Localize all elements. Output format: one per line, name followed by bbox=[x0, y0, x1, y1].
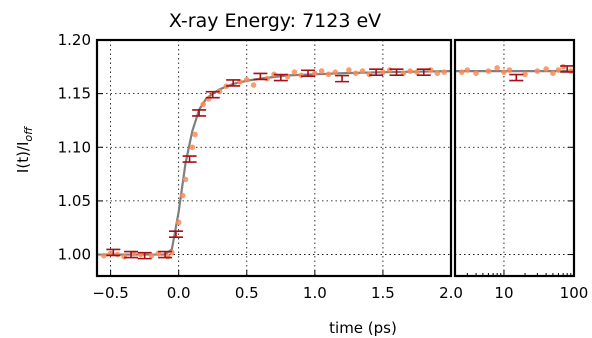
error-bar bbox=[335, 74, 350, 83]
x-tick-label: 1.5 bbox=[371, 284, 395, 302]
data-point-log bbox=[473, 70, 479, 77]
x-tick-label-log: 10 bbox=[494, 284, 513, 302]
x-tick-label: −0.5 bbox=[92, 284, 128, 302]
data-point bbox=[352, 70, 359, 77]
error-bar-log bbox=[509, 73, 524, 82]
data-point bbox=[346, 67, 352, 73]
data-point bbox=[121, 253, 128, 260]
data-point bbox=[386, 67, 393, 73]
data-point bbox=[427, 67, 434, 73]
error-bar bbox=[137, 251, 152, 260]
data-point-log bbox=[560, 64, 566, 70]
data-point bbox=[407, 68, 413, 74]
data-point-log bbox=[534, 68, 541, 74]
data-point-log bbox=[550, 70, 556, 77]
data-point-log bbox=[485, 68, 492, 74]
data-point bbox=[291, 69, 298, 75]
error-bar bbox=[369, 68, 384, 76]
y-tick-label: 1.00 bbox=[58, 246, 91, 264]
x-tick-label: 2.0 bbox=[439, 284, 463, 302]
data-point-log bbox=[506, 67, 513, 73]
data-point bbox=[312, 70, 318, 77]
data-point bbox=[434, 70, 441, 77]
data-point-log bbox=[494, 65, 500, 71]
data-point bbox=[179, 192, 186, 199]
data-point bbox=[114, 251, 121, 258]
data-point bbox=[250, 82, 257, 88]
data-point bbox=[332, 69, 339, 75]
data-point bbox=[366, 71, 373, 78]
x-tick-label-log: 100 bbox=[560, 284, 589, 302]
data-point-log bbox=[543, 66, 549, 72]
data-point bbox=[169, 249, 175, 256]
data-point-log bbox=[522, 71, 528, 78]
data-point bbox=[359, 68, 366, 74]
error-bar bbox=[301, 69, 316, 78]
y-tick-label: 1.20 bbox=[58, 31, 91, 49]
data-point bbox=[148, 252, 155, 259]
data-point bbox=[325, 71, 332, 78]
y-axis-label-main: I(t)/I bbox=[14, 142, 32, 174]
data-point-log bbox=[555, 67, 562, 73]
right-panel-frame bbox=[453, 38, 576, 278]
error-bar bbox=[158, 250, 173, 259]
data-point bbox=[200, 101, 206, 108]
x-axis-label: time (ps) bbox=[329, 319, 397, 337]
data-point bbox=[380, 69, 386, 75]
y-axis-label: I(t)/Ioff bbox=[14, 126, 35, 173]
data-point bbox=[414, 69, 420, 75]
data-point-log bbox=[458, 69, 465, 75]
y-tick-label: 1.05 bbox=[58, 192, 91, 210]
error-bar bbox=[226, 79, 241, 87]
x-tick-label: 0.5 bbox=[235, 284, 259, 302]
error-bar bbox=[106, 248, 121, 257]
plot-area: 1.00 1.05 1.10 1.15 1.20 −0.5 0.0 0.5 1.0 1.5 2.0 1… bbox=[58, 31, 589, 302]
error-bar bbox=[124, 250, 139, 259]
data-point bbox=[189, 144, 196, 151]
error-bar bbox=[416, 68, 431, 76]
x-tick-label: 1.0 bbox=[303, 284, 327, 302]
data-point bbox=[441, 69, 447, 75]
data-point bbox=[192, 131, 198, 138]
data-point bbox=[318, 68, 325, 74]
data-point bbox=[264, 75, 270, 82]
data-point-log bbox=[567, 68, 574, 74]
data-point bbox=[298, 72, 305, 79]
error-bar bbox=[273, 73, 288, 82]
error-bar bbox=[389, 68, 404, 76]
data-point-log bbox=[464, 67, 471, 73]
data-point bbox=[101, 252, 107, 259]
fit-curve bbox=[97, 70, 452, 256]
error-bar-log bbox=[560, 65, 575, 73]
y-axis-label-subscript: off bbox=[22, 126, 35, 142]
data-point bbox=[243, 76, 250, 83]
error-bar bbox=[192, 109, 207, 117]
x-tick-label: 0.0 bbox=[167, 284, 191, 302]
error-bar bbox=[168, 230, 183, 238]
data-point bbox=[182, 176, 189, 183]
chart-title: X-ray Energy: 7123 eV bbox=[169, 10, 381, 32]
y-tick-label: 1.15 bbox=[58, 85, 91, 103]
error-bar bbox=[205, 90, 220, 99]
y-tick-label: 1.10 bbox=[58, 138, 91, 156]
data-point-log bbox=[501, 69, 507, 75]
error-bar bbox=[182, 155, 197, 163]
left-panel-frame bbox=[95, 38, 453, 278]
data-point bbox=[175, 219, 182, 226]
error-bar bbox=[253, 72, 268, 81]
